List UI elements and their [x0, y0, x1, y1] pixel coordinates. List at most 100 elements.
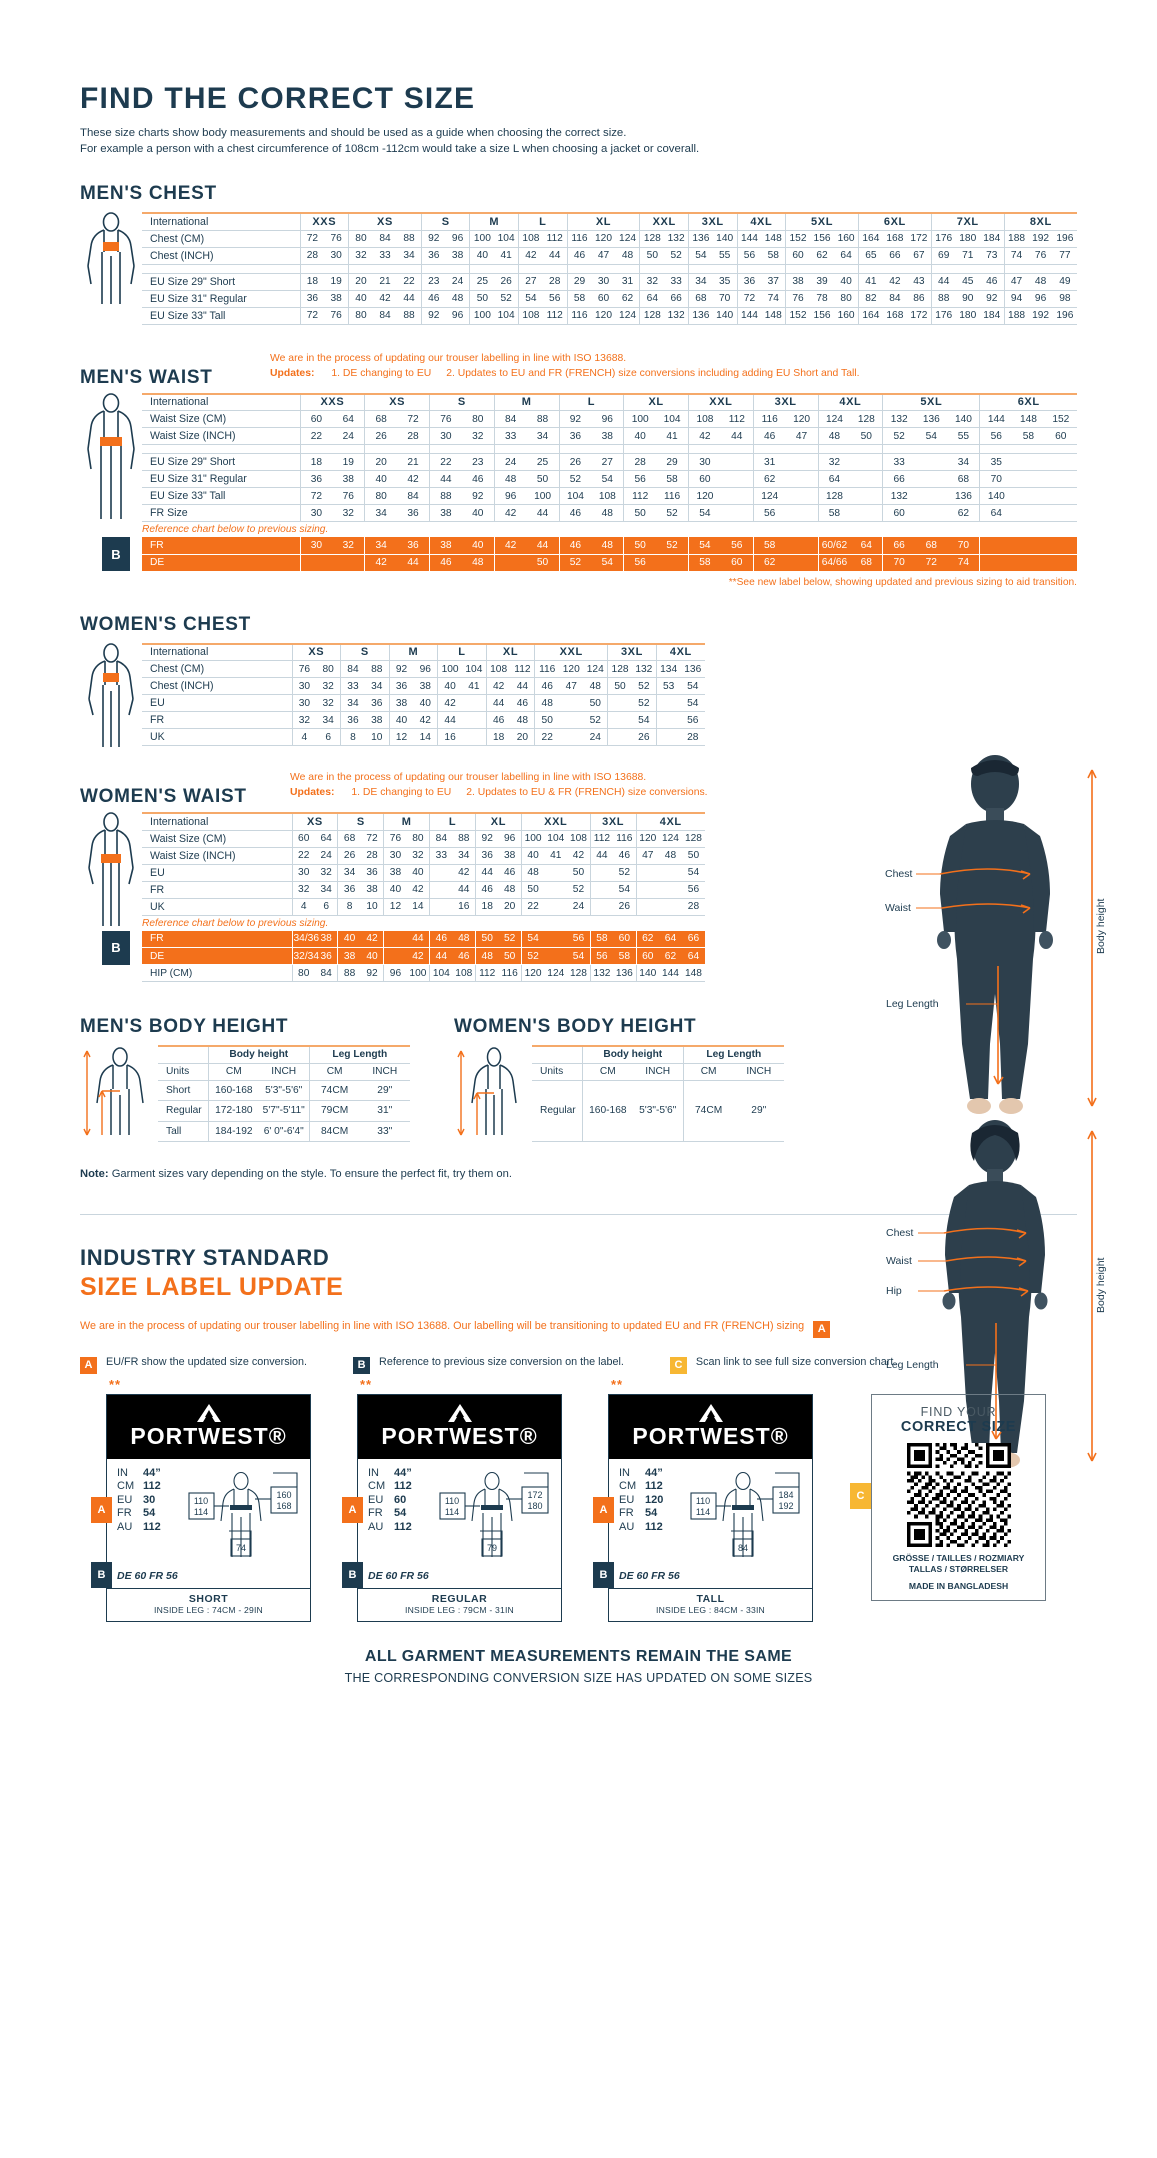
- table-cell: [659, 881, 682, 899]
- table-cell: 26: [494, 273, 519, 291]
- table-cell: 180: [955, 230, 980, 248]
- table-cell: [615, 264, 640, 274]
- column-header-xxs: XXS: [299, 212, 349, 231]
- table-cell: 68: [915, 537, 948, 555]
- label-leg-length: Leg Length: [886, 1359, 939, 1371]
- table-cell: 60: [291, 830, 315, 848]
- table-cell: 24: [445, 273, 470, 291]
- measurement-unit: AU: [619, 1520, 635, 1533]
- column-header-s: S: [340, 642, 390, 661]
- table-cell: 41: [857, 273, 883, 291]
- table-cell: 80: [461, 410, 495, 428]
- size-chart-page: FIND THE CORRECT SIZE These size charts …: [0, 82, 1157, 2158]
- legend-text-c: Scan link to see full size conversion ch…: [695, 1356, 897, 1368]
- measurement-row: AU 112: [368, 1521, 412, 1535]
- table-cell: 46: [428, 554, 462, 572]
- table-cell: 38: [337, 947, 361, 965]
- table-cell: 160: [834, 307, 859, 325]
- table-row: Regular 160-168 5'3"-5'6" 74CM 29": [532, 1080, 784, 1142]
- table-cell: 22: [428, 453, 462, 471]
- table-cell: 64: [639, 290, 665, 308]
- mens-body-height-block: MEN'S BODY HEIGHT: [80, 1016, 410, 1142]
- table-cell: 40: [461, 504, 495, 522]
- table-cell: 80: [406, 830, 430, 848]
- table-cell: 56: [589, 947, 614, 965]
- table-cell: 33: [664, 273, 689, 291]
- table-cell: 96: [498, 830, 522, 848]
- womens-waist-heading-row: WOMEN'S WAIST We are in the process of u…: [80, 768, 780, 808]
- table-cell: 58: [566, 290, 592, 308]
- qr-title-1: FIND YOUR: [920, 1404, 997, 1419]
- table-cell: 19: [324, 273, 349, 291]
- table-cell: 60: [687, 470, 721, 488]
- table-cell: 124: [752, 487, 786, 505]
- table-cell: [542, 264, 568, 274]
- womens-waist-ref-body: FR 34/36 38 40 42 44 46 48 50 52 54 56 58 60 62 64 66 DE 3…: [142, 930, 705, 982]
- column-header-5xl: 5XL: [882, 392, 980, 411]
- table-cell: 120: [591, 230, 616, 248]
- table-cell: 69: [930, 247, 956, 265]
- table-cell: 56: [681, 881, 705, 899]
- qr-code-icon[interactable]: [906, 1442, 1011, 1547]
- table-cell: Regular: [532, 1080, 583, 1142]
- table-cell: 40: [337, 930, 361, 948]
- measurement-value: 60: [394, 1493, 407, 1506]
- section-title-womens-waist: WOMEN'S WAIST: [80, 786, 247, 807]
- table-cell: Regular: [158, 1100, 209, 1122]
- section-title-mens-chest: MEN'S CHEST: [80, 183, 217, 204]
- table-cell: 88: [526, 410, 559, 428]
- table-cell: [591, 264, 616, 274]
- table-cell: [429, 864, 453, 882]
- portwest-chevron-icon: [698, 1404, 723, 1422]
- table-cell: 52: [882, 427, 916, 445]
- table-cell: [1012, 537, 1045, 555]
- table-cell: 66: [882, 470, 916, 488]
- table-cell: 56: [623, 470, 657, 488]
- table-cell: 46: [566, 247, 592, 265]
- table-cell: 27: [591, 453, 624, 471]
- table-cell: 116: [498, 964, 522, 982]
- table-cell: 74: [947, 554, 980, 572]
- table-row: Waist Size (INCH) 22 24 26 28 30 32 33 34 36 38 40 4…: [142, 427, 1077, 445]
- table-cell: 33": [359, 1121, 410, 1142]
- table-cell: 36: [736, 273, 762, 291]
- table-cell: 24: [493, 453, 527, 471]
- table-cell: 24: [583, 728, 608, 746]
- table-cell: 44: [452, 881, 476, 899]
- column-header-xl: XL: [566, 212, 640, 231]
- table-row: EU Size 33" Tall 72 76 80 84 88 92 96 100 104 108 1…: [142, 307, 1077, 325]
- table-cell: 44: [406, 930, 430, 948]
- inside-leg-text: INSIDE LEG : 84CM - 33IN: [656, 1604, 765, 1615]
- table-cell: [659, 898, 682, 916]
- table-cell: 32: [314, 864, 338, 882]
- table-cell: 76: [324, 230, 349, 248]
- legend-text-b: Reference to previous size conversion on…: [379, 1356, 624, 1368]
- qr-card[interactable]: C FIND YOUR CORRECT SIZE: [850, 1393, 1046, 1601]
- column-header-s: S: [429, 392, 495, 411]
- measurement-row: FR 54: [117, 1507, 161, 1521]
- measurement-value: 112: [143, 1520, 161, 1533]
- table-cell: 64: [332, 410, 365, 428]
- table-cell: 52: [613, 864, 637, 882]
- table-row: Tall 184-192 6' 0"-6'4" 84CM 33": [158, 1121, 410, 1142]
- table-cell: 128: [567, 964, 591, 982]
- table-cell: [785, 537, 818, 555]
- table-cell: [850, 504, 883, 522]
- table-cell: 44: [720, 427, 754, 445]
- table-cell: 92: [420, 307, 446, 325]
- table-cell: 72: [397, 410, 430, 428]
- table-cell: 44: [437, 711, 462, 729]
- table-row: Chest (INCH) 30 32 33 34 36 38 40 41 42 44 46 47 48 50…: [142, 677, 705, 695]
- womens-bh-row: Body height Leg Length Units CM INCH CM INCH R…: [454, 1045, 784, 1142]
- table-cell: 52: [583, 711, 608, 729]
- column-header-m: M: [493, 392, 559, 411]
- table-cell: 66: [664, 290, 689, 308]
- table-cell: 21: [372, 273, 398, 291]
- table-cell: [785, 444, 818, 454]
- row-label: FR: [142, 711, 292, 729]
- table-cell: [372, 264, 398, 274]
- table-cell: 108: [485, 660, 511, 678]
- table-cell: [461, 728, 487, 746]
- table-cell: 62: [752, 554, 786, 572]
- table-cell: 79CM: [308, 1100, 360, 1122]
